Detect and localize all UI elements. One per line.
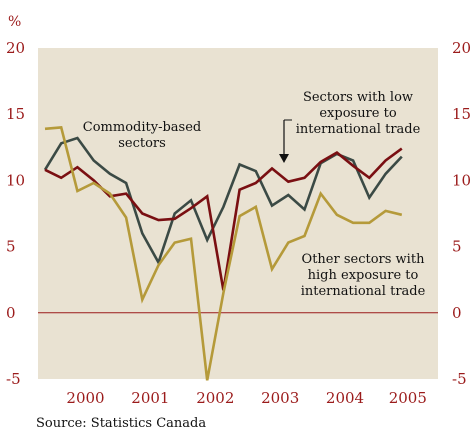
x-tick-year: 2003 xyxy=(261,389,299,407)
plot-background xyxy=(38,48,438,379)
annotation-commodity-line2: sectors xyxy=(118,136,166,151)
x-tick-year: 2000 xyxy=(66,389,104,407)
annotation-high-line3: international trade xyxy=(301,284,426,299)
annotation-high-exposure: Other sectors with high exposure to inte… xyxy=(301,252,426,299)
y-tick-right: 5 xyxy=(452,238,462,256)
y-tick-left: 20 xyxy=(6,39,25,57)
annotation-commodity: Commodity-based sectors xyxy=(83,120,201,151)
x-axis: 2000 2001 2002 2003 2004 2005 xyxy=(66,389,426,407)
annotation-low-exposure: Sectors with low exposure to internation… xyxy=(279,90,421,163)
annotation-commodity-line1: Commodity-based xyxy=(83,120,201,135)
y-axis-right: -5 0 5 10 15 20 xyxy=(452,39,470,388)
annotation-high-line1: Other sectors with xyxy=(302,252,426,267)
x-tick-year: 2004 xyxy=(326,389,364,407)
y-tick-left: 15 xyxy=(6,105,25,123)
y-tick-left: 5 xyxy=(6,238,16,256)
x-tick-year: 2002 xyxy=(196,389,234,407)
y-axis-left: -5 0 5 10 15 20 xyxy=(6,39,25,388)
y-tick-right: -5 xyxy=(452,370,467,388)
source-note: Source: Statistics Canada xyxy=(36,416,207,431)
series-line-high xyxy=(44,126,403,381)
annotation-low-line3: international trade xyxy=(296,122,421,137)
x-tick-year: 2005 xyxy=(389,389,427,407)
annotation-high-line2: high exposure to xyxy=(308,268,419,283)
y-tick-left: -5 xyxy=(6,370,21,388)
y-tick-right: 10 xyxy=(452,171,470,189)
annotation-low-line2: exposure to xyxy=(319,106,396,121)
series-layer xyxy=(43,126,403,381)
annotation-low-arrow-head xyxy=(279,154,289,163)
y-tick-left: 10 xyxy=(6,171,25,189)
y-tick-left: 0 xyxy=(6,304,16,322)
x-tick-year: 2001 xyxy=(131,389,169,407)
annotation-low-line1: Sectors with low xyxy=(303,90,413,105)
y-axis-unit-label: % xyxy=(8,14,21,30)
y-tick-right: 0 xyxy=(452,304,462,322)
y-tick-right: 20 xyxy=(452,39,470,57)
y-tick-right: 15 xyxy=(452,105,470,123)
